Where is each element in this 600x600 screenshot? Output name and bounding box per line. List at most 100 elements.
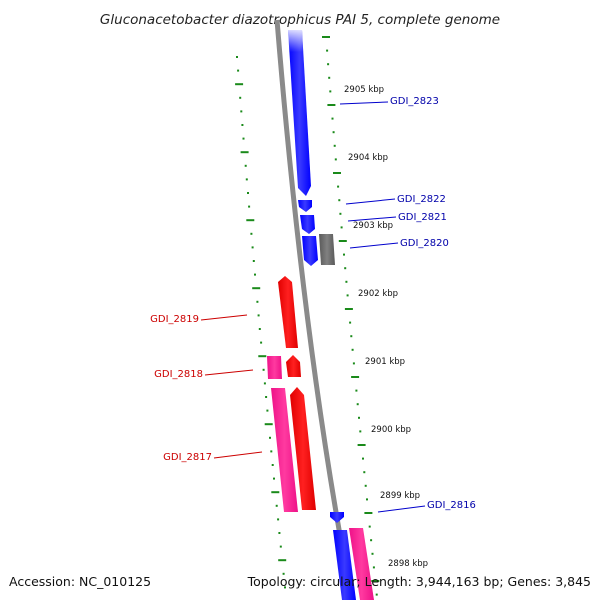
tick-label: 2905 kbp: [344, 85, 384, 95]
map-title: Gluconacetobacter diazotrophicus PAI 5, …: [100, 12, 500, 28]
genome-summary-text: Topology: circular; Length: 3,944,163 bp…: [247, 574, 591, 589]
minor-tick: [236, 56, 238, 58]
minor-tick: [256, 300, 259, 303]
minor-tick: [242, 137, 245, 140]
minor-tick: [351, 348, 354, 351]
major-tick: [351, 376, 360, 378]
minor-tick: [356, 403, 359, 406]
minor-tick: [326, 49, 329, 52]
minor-tick: [247, 192, 249, 194]
major-tick: [322, 36, 330, 38]
tick-ring-right: [322, 36, 380, 596]
minor-tick: [343, 253, 345, 256]
accession-text: Accession: NC_010125: [9, 574, 151, 589]
minor-tick: [331, 117, 334, 120]
gene-feature-gdi-2822[interactable]: [298, 200, 312, 212]
minor-tick: [355, 389, 358, 392]
minor-tick: [275, 504, 278, 507]
minor-tick: [329, 90, 332, 93]
minor-tick: [262, 368, 265, 371]
major-tick: [371, 580, 380, 582]
minor-tick: [333, 144, 336, 147]
major-tick: [344, 308, 353, 310]
minor-tick: [366, 498, 368, 501]
gene-feature-gdi-2820[interactable]: [302, 236, 318, 266]
minor-tick: [239, 96, 242, 99]
minor-tick: [327, 63, 330, 66]
major-tick: [338, 240, 347, 242]
minor-tick: [337, 185, 340, 188]
major-tick: [278, 559, 287, 562]
minor-tick: [258, 328, 261, 330]
gene-feature-gdi-2823[interactable]: [288, 30, 311, 196]
gene-feature-gdi-2820-other[interactable]: [319, 234, 335, 265]
minor-tick: [344, 267, 347, 270]
gene-feature-gdi-2816[interactable]: [330, 512, 344, 523]
minor-tick: [345, 280, 348, 283]
feature-track: [267, 30, 374, 600]
gene-label-gdi-2819[interactable]: GDI_2819: [150, 314, 199, 325]
minor-tick: [266, 409, 269, 412]
minor-tick: [254, 273, 256, 276]
minor-tick: [240, 110, 243, 113]
minor-tick: [245, 178, 248, 181]
gene-label-gdi-2822[interactable]: GDI_2822: [397, 194, 446, 205]
gene-label-gdi-2818[interactable]: GDI_2818: [154, 369, 203, 380]
minor-tick: [362, 457, 364, 460]
major-tick: [246, 219, 255, 222]
gene-label-gdi-2816[interactable]: GDI_2816: [427, 500, 476, 511]
minor-tick: [251, 246, 254, 249]
major-tick: [252, 287, 261, 290]
gene-label-gdi-2820[interactable]: GDI_2820: [400, 238, 449, 249]
minor-tick: [263, 382, 266, 385]
minor-tick: [244, 164, 247, 167]
gene-feature-gdi-2817[interactable]: [290, 387, 316, 510]
minor-tick: [349, 321, 352, 324]
tick-label: 2904 kbp: [348, 153, 388, 163]
minor-tick: [338, 199, 341, 202]
gene-label-gdi-2817[interactable]: GDI_2817: [163, 452, 212, 463]
gene-feature-gdi-2821[interactable]: [300, 215, 315, 234]
minor-tick: [371, 552, 374, 555]
minor-tick: [282, 572, 285, 575]
gene-feature-gdi-2818-rna[interactable]: [267, 356, 282, 379]
minor-tick: [269, 436, 271, 439]
minor-tick: [363, 471, 366, 474]
minor-tick: [350, 335, 353, 338]
gene-label-gdi-2823[interactable]: GDI_2823: [390, 96, 439, 107]
gene-labels: GDI_2823 GDI_2822 GDI_2821 GDI_2820 GDI_…: [150, 96, 476, 513]
minor-tick: [257, 314, 260, 317]
major-tick: [327, 104, 336, 106]
major-tick: [240, 151, 249, 154]
minor-tick: [328, 76, 331, 79]
minor-tick: [279, 545, 282, 548]
minor-tick: [273, 477, 275, 480]
tick-label: 2899 kbp: [380, 491, 420, 501]
tick-labels: 2905 kbp 2904 kbp 2903 kbp 2902 kbp 2901…: [344, 85, 428, 569]
gene-feature-forward-bottom[interactable]: [333, 530, 356, 600]
major-tick: [258, 355, 267, 358]
major-tick: [364, 512, 373, 514]
minor-tick: [358, 416, 360, 419]
major-tick: [264, 423, 273, 426]
minor-tick: [270, 450, 273, 453]
gene-feature-rna-bottom[interactable]: [349, 528, 374, 600]
minor-tick: [339, 212, 342, 215]
minor-tick: [271, 464, 274, 466]
minor-tick: [334, 158, 337, 161]
minor-tick: [359, 430, 362, 433]
minor-tick: [260, 341, 263, 344]
minor-tick: [248, 205, 251, 208]
major-tick: [333, 172, 341, 174]
gene-feature-gdi-2817-rna[interactable]: [271, 388, 298, 512]
tick-label: 2902 kbp: [358, 289, 398, 299]
minor-tick: [252, 260, 255, 262]
gene-label-gdi-2821[interactable]: GDI_2821: [398, 212, 447, 223]
gene-feature-gdi-2819[interactable]: [278, 276, 298, 348]
tick-label: 2903 kbp: [353, 221, 393, 231]
tick-label: 2900 kbp: [371, 425, 411, 435]
minor-tick: [340, 226, 343, 229]
gene-feature-gdi-2818[interactable]: [286, 355, 301, 377]
minor-tick: [346, 294, 349, 297]
